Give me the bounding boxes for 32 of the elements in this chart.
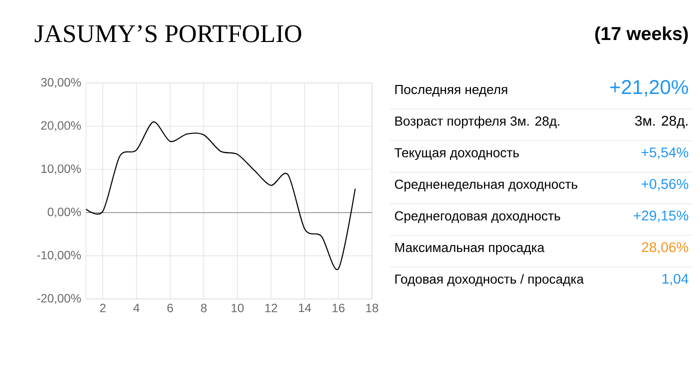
y-tick-label: 30,00% bbox=[41, 78, 81, 88]
x-tick-label: 6 bbox=[167, 304, 173, 312]
text: +0,56% bbox=[642, 179, 688, 191]
text: 28,06% bbox=[642, 242, 688, 254]
x-tick-label: 8 bbox=[200, 304, 207, 312]
y-tick-label: -10,00% bbox=[37, 250, 81, 261]
x-tick-label: 18 bbox=[366, 304, 378, 312]
text: Последняя неделя bbox=[395, 85, 508, 97]
chart-title: JASUMY’S PORTFOLIO bbox=[34, 25, 302, 42]
text: +21,20% bbox=[610, 80, 688, 97]
text: Текущая доходность bbox=[394, 148, 519, 160]
x-tick-label: 16 bbox=[332, 304, 344, 312]
text: Годовая доходность / просадка bbox=[395, 274, 584, 286]
text: 1,04 bbox=[662, 274, 688, 286]
text: +5,54% bbox=[642, 148, 688, 160]
text: 3м. 28д. bbox=[635, 116, 688, 128]
x-tick-label: 4 bbox=[133, 304, 140, 312]
line-series bbox=[85, 121, 356, 270]
y-tick-label: 0,00% bbox=[48, 208, 81, 218]
y-tick-label: -20,00% bbox=[37, 294, 81, 304]
x-tick-label: 14 bbox=[298, 304, 312, 312]
text: Среднегодовая доходность bbox=[394, 211, 560, 224]
text: Максимальная просадка bbox=[395, 243, 544, 255]
x-tick-label: 2 bbox=[100, 304, 106, 312]
y-tick-label: 10,00% bbox=[42, 164, 81, 174]
text: Возраст портфеля 3м. 28д. bbox=[395, 116, 560, 128]
text: (17 weeks) bbox=[595, 26, 688, 44]
text: Средненедельная доходность bbox=[394, 180, 578, 192]
y-tick-label: 20,00% bbox=[41, 121, 81, 132]
x-tick-label: 12 bbox=[265, 304, 278, 312]
text: +29,15% bbox=[634, 210, 688, 222]
x-tick-label: 10 bbox=[232, 304, 244, 312]
